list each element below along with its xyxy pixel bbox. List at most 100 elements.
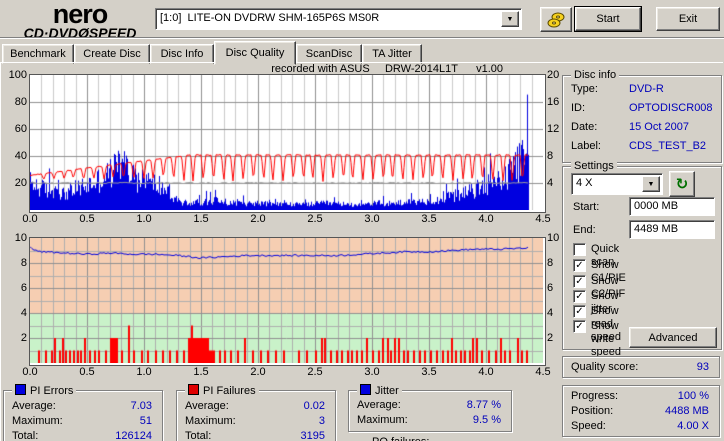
pi-failures-legend-chip <box>188 384 199 395</box>
speed-value: 4.00 X <box>677 420 709 432</box>
checkbox-box[interactable]: ✓ <box>573 259 586 272</box>
speed-select[interactable]: 4 X ▼ <box>571 173 663 195</box>
checkbox-label: Show read speed <box>591 305 621 343</box>
axis-tick-label: 20 <box>14 177 27 189</box>
progress-value: 100 % <box>677 390 709 402</box>
stat-label: Maximum: <box>185 415 236 427</box>
axis-tick-label: 4 <box>547 177 554 189</box>
jitter-chart-frame <box>29 237 546 366</box>
tab-disc-info[interactable]: Disc Info <box>150 44 214 64</box>
axis-tick-label: 1.0 <box>136 366 152 378</box>
stat-value: 3195 <box>300 430 325 441</box>
stat-label: Maximum: <box>12 415 63 427</box>
jitter-legend-chip <box>360 384 371 395</box>
axis-tick-label: 6 <box>547 282 554 294</box>
axis-tick-label: 0.5 <box>79 366 95 378</box>
pi-errors-chart-frame <box>29 74 546 213</box>
tab-benchmark[interactable]: Benchmark <box>2 44 74 64</box>
axis-tick-label: 12 <box>547 123 560 135</box>
stat-value: 3 <box>318 415 325 427</box>
disc-info-value: CDS_TEST_B2 <box>629 140 707 152</box>
axis-tick-label: 2 <box>20 332 27 344</box>
checkbox-box[interactable]: ✓ <box>573 290 586 303</box>
disc-info-value: 15 Oct 2007 <box>629 121 689 133</box>
checkbox-box[interactable]: ✓ <box>573 275 586 288</box>
axis-tick-label: 3.0 <box>364 213 380 225</box>
axis-tick-label: 3.5 <box>421 366 437 378</box>
drive-selector[interactable]: [1:0] LITE-ON DVDRW SHM-165P6S MS0R ▼ <box>155 8 522 30</box>
tab-label: TA Jitter <box>372 48 412 60</box>
chevron-down-icon[interactable]: ▼ <box>501 11 519 27</box>
stat-label: Average: <box>357 399 401 411</box>
axis-tick-label: 4.5 <box>535 366 551 378</box>
tab-label: Benchmark <box>10 48 66 60</box>
tab-ta-jitter[interactable]: TA Jitter <box>362 44 422 64</box>
end-position-label: End: <box>573 224 596 236</box>
axis-tick-label: 100 <box>8 69 27 81</box>
stat-label: Total: <box>185 430 212 441</box>
stat-value: 9.5 % <box>472 414 501 426</box>
tab-disc-quality[interactable]: Disc Quality <box>214 41 296 65</box>
stat-label: Average: <box>185 400 229 412</box>
advanced-button-label: Advanced <box>648 331 698 344</box>
end-position-value: 4489 MB <box>634 223 679 235</box>
axis-tick-label: 40 <box>14 150 27 162</box>
axis-tick-label: 6 <box>20 282 27 294</box>
checkbox-label: Show jitter <box>591 290 619 315</box>
eject-button[interactable] <box>540 7 572 32</box>
axis-tick-label: 1.5 <box>193 213 209 225</box>
position-value: 4488 MB <box>664 405 709 417</box>
settings-groupbox: Settings 4 X ▼ ↻ Start: 0000 MB End: 448… <box>562 160 722 358</box>
axis-tick-label: 1.5 <box>193 366 209 378</box>
disc-info-title: Disc info <box>571 69 620 81</box>
tab-label: Disc Quality <box>225 47 285 59</box>
axis-tick-label: 2.0 <box>250 366 266 378</box>
axis-tick-label: 3.5 <box>421 213 437 225</box>
disc-info-value: OPTODISCR008 <box>629 102 713 114</box>
end-position-field[interactable]: 4489 MB <box>629 220 715 239</box>
tab-create-disc[interactable]: Create Disc <box>74 44 150 64</box>
axis-tick-label: 4.0 <box>478 366 494 378</box>
checkbox-box[interactable] <box>573 243 586 256</box>
exit-button-label: Exit <box>678 13 698 25</box>
pi-failures-panel-title: PI Failures <box>185 384 259 397</box>
pi-errors-legend-chip <box>15 384 26 395</box>
pi-errors-panel: PI Errors Average: 7.03 Maximum: 51 Tota… <box>3 384 163 441</box>
settings-title: Settings <box>571 160 617 172</box>
speed-label: Speed: <box>571 420 606 432</box>
axis-tick-label: 16 <box>547 96 560 108</box>
refresh-icon: ↻ <box>675 175 689 193</box>
axis-tick-label: 0.0 <box>22 213 38 225</box>
chevron-down-icon[interactable]: ▼ <box>642 176 660 192</box>
axis-tick-label: 0.0 <box>22 366 38 378</box>
stat-label: Maximum: <box>357 414 408 426</box>
stat-value: 7.03 <box>130 400 152 412</box>
start-position-field[interactable]: 0000 MB <box>629 197 715 216</box>
axis-tick-label: 0.5 <box>79 213 95 225</box>
pi-errors-chart-canvas <box>30 75 543 210</box>
advanced-button[interactable]: Advanced <box>629 327 717 348</box>
tab-scandisc[interactable]: ScanDisc <box>296 44 362 64</box>
start-position-label: Start: <box>573 201 600 213</box>
exit-button[interactable]: Exit <box>656 7 720 31</box>
axis-tick-label: 8 <box>20 257 27 269</box>
checkbox-label: Show C2/PIF <box>591 275 626 300</box>
axis-tick-label: 4 <box>547 307 554 319</box>
tab-label: Disc Info <box>160 48 204 60</box>
disc-info-label: Date: <box>571 121 598 133</box>
disc-info-label: Type: <box>571 83 598 95</box>
checkbox-box[interactable]: ✓ <box>573 305 586 318</box>
checkbox-label: Show C1/PIE <box>591 259 626 284</box>
refresh-button[interactable]: ↻ <box>669 171 695 197</box>
axis-tick-label: 4.5 <box>535 213 551 225</box>
nero-logo: nero CD·DVDØSPEED <box>6 1 154 41</box>
progress-label: Progress: <box>571 390 619 402</box>
start-button[interactable]: Start <box>574 6 642 32</box>
axis-tick-label: 8 <box>547 150 554 162</box>
checkbox-box[interactable]: ✓ <box>573 320 586 333</box>
disc-info-label: ID: <box>571 102 586 114</box>
quality-score-value: 93 <box>696 361 709 373</box>
stat-label: Total: <box>12 430 39 441</box>
axis-tick-label: 10 <box>547 232 560 244</box>
quality-score-label: Quality score: <box>571 361 639 373</box>
